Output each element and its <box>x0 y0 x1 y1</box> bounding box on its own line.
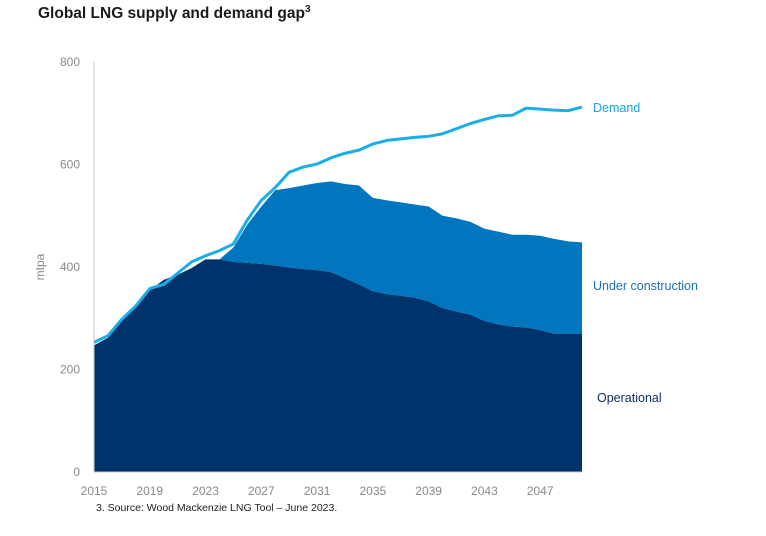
axes-layer <box>93 62 582 473</box>
series-labels: Demand Under construction Operational <box>593 101 698 405</box>
x-tick-label: 2019 <box>136 484 163 498</box>
y-axis-label: mtpa <box>33 253 47 280</box>
demand-line <box>93 105 583 344</box>
x-tick-label: 2015 <box>81 484 108 498</box>
y-tick-label: 200 <box>60 363 80 377</box>
x-tick-label: 2035 <box>360 484 387 498</box>
y-tick-label: 800 <box>60 55 80 69</box>
under-construction-area <box>94 181 582 346</box>
x-tick-label: 2023 <box>192 484 219 498</box>
demand-label: Demand <box>593 101 640 115</box>
y-tick-labels: 0 200 400 600 800 <box>60 55 80 479</box>
area-layer <box>93 105 583 472</box>
y-tick-label: 400 <box>60 260 80 274</box>
y-tick-label: 0 <box>73 465 80 479</box>
x-tick-label: 2047 <box>527 484 554 498</box>
operational-label: Operational <box>597 391 662 405</box>
x-tick-label: 2039 <box>415 484 442 498</box>
x-tick-labels: 2015 2019 2023 2027 2031 2035 2039 2043 2047 <box>81 484 554 498</box>
under-construction-label: Under construction <box>593 279 698 293</box>
y-tick-label: 600 <box>60 158 80 172</box>
chart-title: Global LNG supply and demand gap3 <box>38 4 311 23</box>
chart-title-footnote-ref: 3 <box>304 4 311 15</box>
x-tick-label: 2027 <box>248 484 275 498</box>
operational-area <box>94 259 582 472</box>
chart-title-text: Global LNG supply and demand gap <box>38 5 305 23</box>
x-tick-label: 2043 <box>471 484 498 498</box>
source-footnote: 3. Source: Wood Mackenzie LNG Tool – Jun… <box>96 502 338 514</box>
x-tick-label: 2031 <box>304 484 331 498</box>
